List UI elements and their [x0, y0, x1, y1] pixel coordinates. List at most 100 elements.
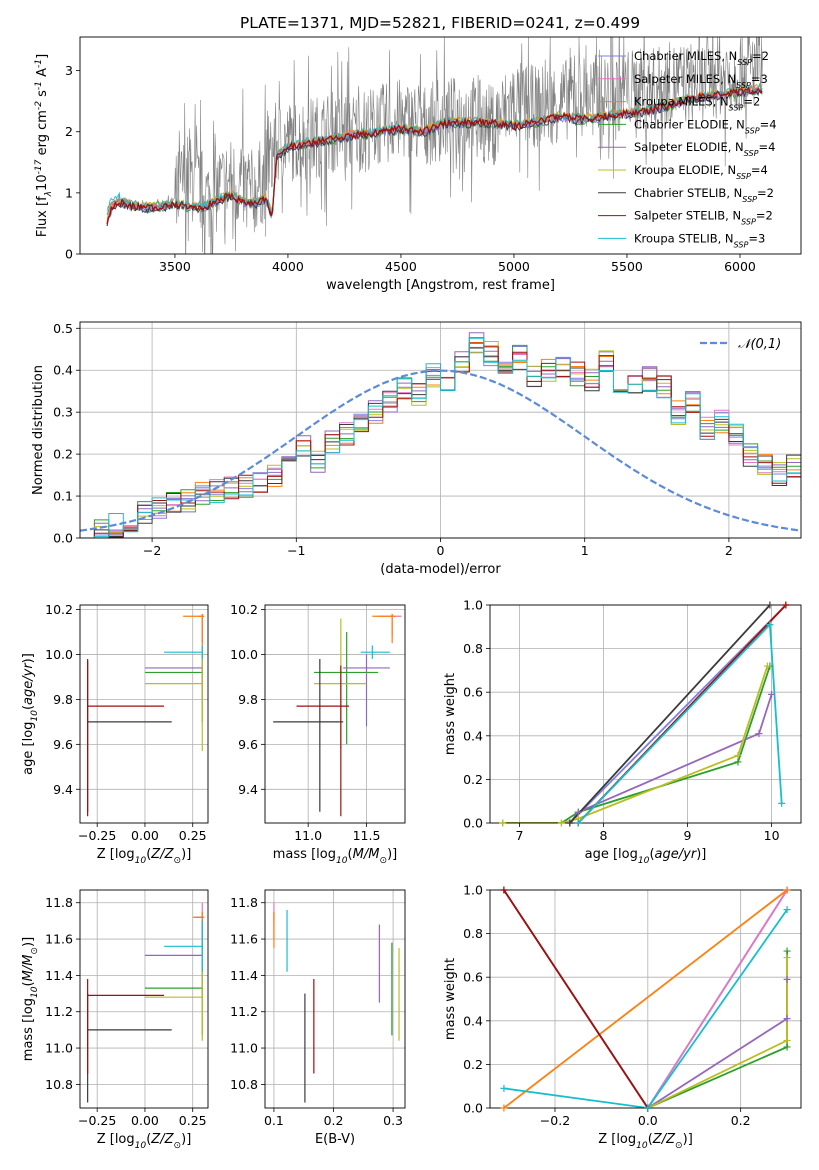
- spectrum-ylabel: Flux [fλ10-17 erg cm-2 s-1 A-1]: [34, 54, 54, 237]
- age_vs_Z-border: [79, 604, 209, 824]
- weight_vs_Z-xlabel: Z [log10(Z/Z⊙)]: [598, 1132, 693, 1151]
- spectrum-xtick-label: 5500: [611, 259, 643, 274]
- mass_vs_ebv-xtick-label: 0.1: [264, 1113, 284, 1128]
- spectrum-legend-label: Salpeter MILES, NSSP=3: [634, 72, 768, 90]
- mass_vs_Z-frame: [79, 889, 209, 1109]
- mass_vs_Z-panel: −0.25 0.00 0.25 10.8 11.0 11.2 11.4 11.6 11.8 Z […: [21, 889, 209, 1151]
- age_vs_mass-ytick-label: 9.8: [238, 692, 258, 707]
- weight_vs_age-panel: 7 8 9 10 0.0 0.2 0.4 0.6 0.8 1.0 age [log10(age/yr…: [443, 598, 802, 866]
- spectrum-xtick-label: 5000: [498, 259, 530, 274]
- weight_vs_Z-marker: [783, 954, 791, 962]
- mass_vs_ebv-plot-area: [273, 902, 400, 1103]
- weight_vs_Z-xtick-label: −0.2: [540, 1113, 570, 1128]
- age_vs_Z-ytick-label: 9.4: [53, 782, 73, 797]
- mass_vs_ebv-xtick-label: 0.2: [324, 1113, 344, 1128]
- mass_vs_Z-ytick-label: 11.2: [45, 1004, 73, 1019]
- weight_vs_age-ytick-label: 1.0: [463, 598, 483, 613]
- age_vs_mass-panel: 11.0 11.5 9.4 9.6 9.8 10.0 10.2 mass [log10(M/M…: [230, 602, 406, 866]
- age_vs_Z-ytick-label: 9.8: [53, 692, 73, 707]
- weight_vs_Z-marker: [783, 1043, 791, 1051]
- weight_vs_age-marker: [763, 662, 771, 670]
- spectrum-plot-area: [106, 37, 763, 254]
- mass_vs_ebv-ytick-label: 11.0: [230, 1041, 258, 1056]
- mass_vs_Z-xlabel: Z [log10(Z/Z⊙)]: [97, 1132, 192, 1151]
- age_vs_mass-ytick-label: 9.4: [238, 782, 258, 797]
- spectrum-data-line: [106, 37, 763, 254]
- weight_vs_age-marker: [574, 819, 582, 827]
- spectrum-legend-label: Chabrier STELIB, NSSP=2: [634, 186, 774, 204]
- mass_vs_Z-ytick-label: 11.6: [45, 932, 73, 947]
- weight_vs_Z-marker: [500, 1104, 508, 1112]
- weight_vs_Z-series-8: [503, 909, 788, 1108]
- age_vs_Z-xtick-label: 0.00: [131, 828, 159, 843]
- weight_vs_Z-marker: [500, 886, 508, 894]
- age_vs_mass-ytick-label: 10.2: [230, 602, 258, 617]
- spectrum-legend-label: Salpeter ELODIE, NSSP=4: [634, 140, 775, 158]
- weight_vs_age-marker: [768, 690, 776, 698]
- spectrum-panel: 3500 4000 4500 5000 5500 6000 0 1 2 3 wavelength […: [34, 36, 802, 293]
- mass_vs_ebv-ytick-label: 11.2: [230, 1004, 258, 1019]
- weight_vs_age-frame: [489, 604, 802, 824]
- spectrum-model-line-6: [106, 89, 763, 226]
- weight_vs_age-border: [489, 604, 802, 824]
- weight_vs_age-ytick-label: 0.0: [463, 816, 483, 831]
- residuals-frame: [79, 321, 802, 539]
- weight_vs_age-series-3: [502, 665, 771, 823]
- spectrum-model-line-2: [106, 83, 763, 223]
- spectrum-legend-label: Kroupa MILES, NSSP=2: [634, 95, 760, 113]
- weight_vs_age-xtick-label: 8: [599, 828, 607, 843]
- weight_vs_age-plot-area: [502, 605, 787, 823]
- gaussian-legend-label: 𝒩(0,1): [738, 337, 781, 352]
- residuals-ytick-label: 0.4: [53, 363, 73, 378]
- mass_vs_ebv-ytick-label: 10.8: [230, 1077, 258, 1092]
- spectrum-xtick-label: 4500: [385, 259, 417, 274]
- age_vs_mass-ytick-label: 9.6: [238, 737, 258, 752]
- age_vs_mass-xtick-label: 11.0: [294, 828, 322, 843]
- weight_vs_age-marker: [778, 799, 786, 807]
- weight_vs_age-marker: [755, 730, 763, 738]
- residuals-xlabel: (data-model)/error: [380, 562, 501, 577]
- age_vs_Z-xlabel: Z [log10(Z/Z⊙)]: [97, 847, 192, 866]
- mass_vs_ebv-xlabel: E(B-V): [315, 1132, 355, 1147]
- residuals-xtick-label: −2: [143, 543, 161, 558]
- weight_vs_age-marker: [734, 751, 742, 759]
- weight_vs_Z-marker: [644, 1104, 652, 1112]
- residuals-xtick-label: 1: [581, 543, 589, 558]
- spectrum-legend-label: Chabrier ELODIE, NSSP=4: [634, 117, 777, 135]
- weight_vs_Z-ytick-label: 0.0: [463, 1101, 483, 1116]
- age_vs_Z-ytick-label: 9.6: [53, 737, 73, 752]
- weight_vs_Z-panel: −0.2 0.0 0.2 0.0 0.2 0.4 0.6 0.8 1.0 Z [log10(Z/Z…: [443, 883, 802, 1151]
- weight_vs_age-xtick-label: 10: [764, 828, 780, 843]
- weight_vs_age-series-5: [502, 665, 769, 823]
- age_vs_mass-frame: [264, 604, 406, 824]
- mass_vs_ebv-ytick-label: 11.4: [230, 968, 258, 983]
- weight_vs_age-xtick-label: 9: [684, 828, 692, 843]
- weight_vs_Z-marker: [783, 1036, 791, 1044]
- mass_vs_Z-ytick-label: 10.8: [45, 1077, 73, 1092]
- weight_vs_age-marker: [557, 819, 565, 827]
- spectrum-xlabel: wavelength [Angstrom, rest frame]: [326, 278, 555, 293]
- spectrum-xtick-label: 6000: [724, 259, 756, 274]
- weight_vs_Z-ytick-label: 0.8: [463, 926, 483, 941]
- residuals-ytick-label: 0.0: [53, 531, 73, 546]
- residuals-plot-area: [80, 332, 801, 538]
- weight_vs_Z-ytick-label: 0.2: [463, 1057, 483, 1072]
- spectrum-legend-label: Kroupa STELIB, NSSP=3: [634, 231, 765, 249]
- age_vs_mass-ytick-label: 10.0: [230, 647, 258, 662]
- weight_vs_age-series-0: [569, 605, 787, 823]
- residual-histogram-6: [80, 347, 801, 538]
- weight_vs_Z-series-2: [503, 890, 788, 1108]
- weight_vs_age-ytick-label: 0.6: [463, 685, 483, 700]
- residual-histogram-7: [80, 342, 801, 538]
- weight_vs_age-marker: [766, 601, 774, 609]
- residuals-xtick-label: −1: [287, 543, 305, 558]
- residuals-border: [79, 321, 802, 539]
- weight_vs_Z-marker: [783, 886, 791, 894]
- mass_vs_ebv-panel: 0.1 0.2 0.3 10.8 11.0 11.2 11.4 11.6 11.8 E(B-V): [230, 889, 406, 1147]
- residuals-ylabel: Normed distribution: [31, 365, 46, 495]
- age_vs_mass-xlabel: mass [log10(M/M⊙)]: [273, 847, 397, 866]
- spectrum-xtick-label: 3500: [159, 259, 191, 274]
- spectrum-ytick-label: 1: [65, 185, 73, 200]
- mass_vs_Z-ylabel: mass [log10(M/M⊙)]: [21, 937, 40, 1061]
